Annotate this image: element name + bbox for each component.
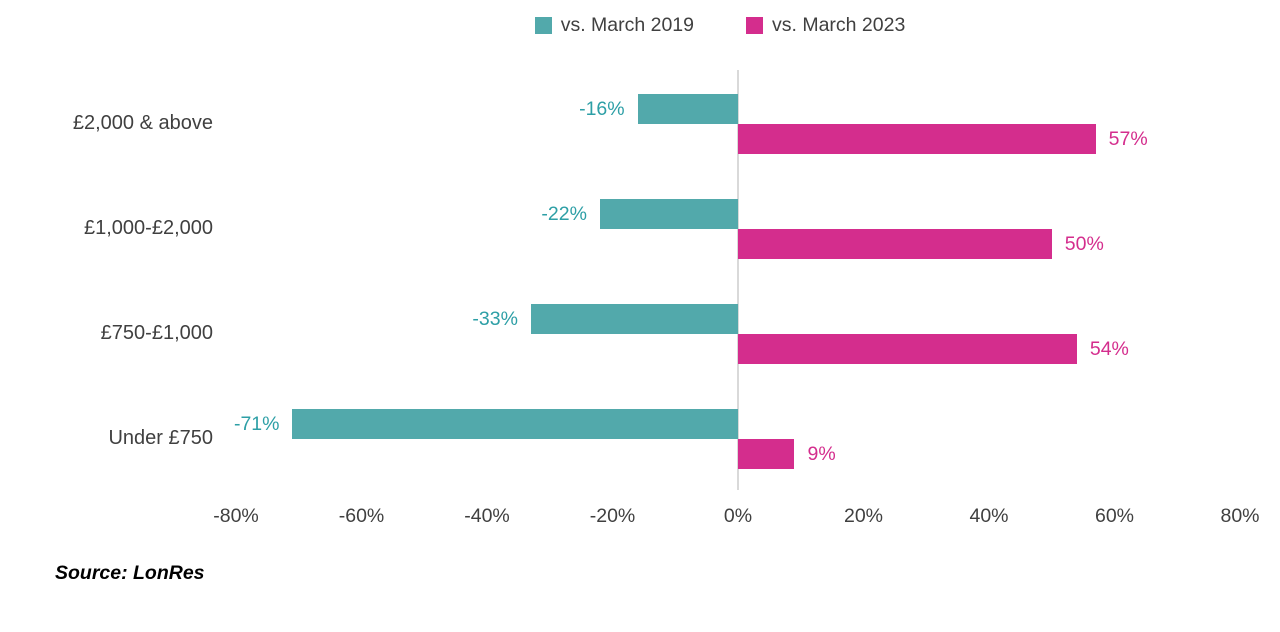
legend-swatch-icon	[746, 17, 763, 34]
category-label: Under £750	[108, 427, 213, 449]
x-tick-label: 60%	[1094, 505, 1135, 527]
category-label: £1,000-£2,000	[83, 217, 213, 239]
x-tick-label: 0%	[723, 505, 753, 527]
bar-value-label: 50%	[1064, 233, 1104, 255]
x-tick-label: 20%	[843, 505, 884, 527]
bar-value-label: 57%	[1108, 128, 1148, 150]
category-label: £750-£1,000	[100, 322, 213, 344]
bar-vs-2023	[738, 439, 795, 469]
x-tick-label: -80%	[213, 505, 259, 527]
x-tick-label: -60%	[338, 505, 385, 527]
x-tick-label: 40%	[969, 505, 1009, 527]
category-row: £2,000 & above -16% 57%	[0, 70, 1280, 175]
x-tick-label: -40%	[464, 505, 510, 527]
zero-axis-line	[737, 70, 739, 490]
bar-vs-2019	[637, 94, 738, 124]
bar-value-label: -22%	[541, 203, 587, 225]
x-tick-label: -20%	[589, 505, 636, 527]
category-label: £2,000 & above	[72, 112, 213, 134]
legend-swatch-icon	[534, 17, 552, 34]
bar-vs-2023	[738, 124, 1096, 154]
x-axis: -80% -60% -40% -20% 0% 20% 40% 60% 80%	[0, 505, 1280, 541]
legend: vs. March 2019 vs. March 2023	[0, 14, 1280, 37]
legend-item: vs. March 2023	[746, 14, 905, 37]
bar-vs-2023	[738, 229, 1052, 259]
legend-label: vs. March 2023	[772, 14, 906, 36]
bar-vs-2019	[292, 409, 738, 439]
bar-vs-2023	[738, 334, 1077, 364]
category-row: £750-£1,000 -33% 54%	[0, 280, 1280, 385]
x-tick-label: 80%	[1220, 505, 1260, 527]
legend-item: vs. March 2019	[534, 14, 694, 37]
bar-value-label: 54%	[1089, 338, 1129, 360]
bar-vs-2019	[530, 304, 738, 334]
plot-area: £2,000 & above -16% 57% £1,000-£2,000 -22% 50…	[0, 70, 1280, 490]
bar-value-label: 9%	[807, 443, 836, 465]
bar-value-label: -16%	[579, 98, 625, 120]
legend-label: vs. March 2019	[560, 14, 694, 36]
category-row: £1,000-£2,000 -22% 50%	[0, 175, 1280, 280]
category-row: Under £750 -71% 9%	[0, 385, 1280, 490]
bar-vs-2019	[599, 199, 738, 229]
source-note: Source: LonRes	[55, 562, 205, 584]
bar-value-label: -33%	[472, 308, 518, 330]
bar-value-label: -71%	[233, 413, 280, 435]
